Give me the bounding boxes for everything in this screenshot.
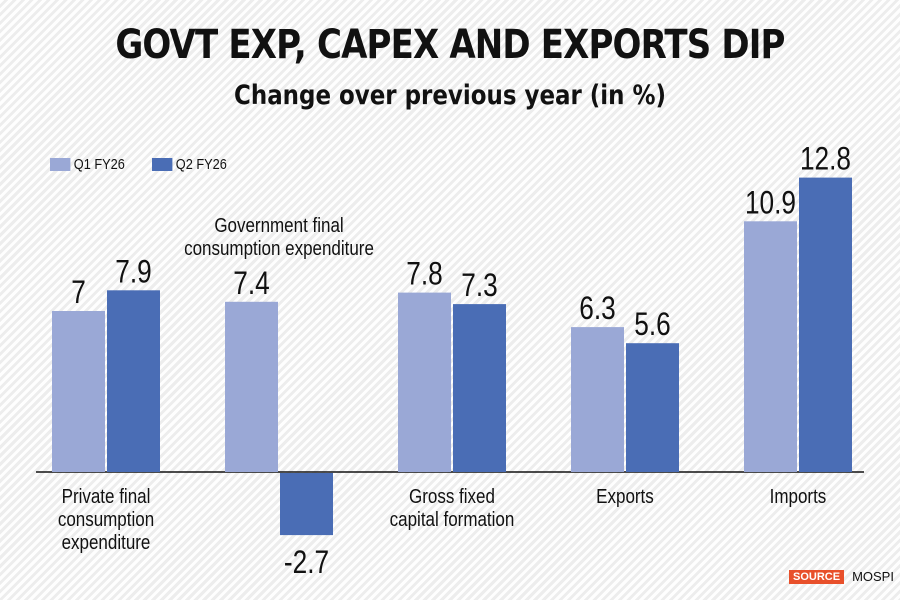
source-credit: SOURCE MOSPI [789, 569, 894, 584]
data-label: -2.7 [284, 546, 329, 581]
category-label: Private final [62, 485, 151, 508]
data-label: 7 [71, 276, 86, 311]
category-label: Imports [770, 485, 827, 508]
chart-title: GOVT EXP, CAPEX AND EXPORTS DIP [115, 22, 785, 68]
bar-q2-fy26-2 [453, 304, 506, 472]
chart-subtitle: Change over previous year (in %) [234, 80, 666, 111]
legend-label-q2: Q2 FY26 [175, 156, 227, 173]
data-label: 7.4 [233, 266, 269, 301]
bar-q2-fy26-1 [280, 473, 333, 536]
category-label: expenditure [62, 531, 151, 554]
bar-q2-fy26-3 [626, 343, 679, 472]
legend: Q1 FY26 Q2 FY26 [50, 156, 240, 173]
source-text: MOSPI [852, 569, 894, 584]
category-label: consumption expenditure [184, 237, 374, 260]
data-label: 10.9 [745, 186, 796, 221]
legend-swatch-q2 [152, 158, 173, 171]
legend-item-q1: Q1 FY26 [50, 156, 125, 173]
bar-q2-fy26-0 [107, 290, 160, 472]
data-label: 7.9 [115, 255, 151, 290]
data-label: 7.8 [406, 257, 442, 292]
source-badge: SOURCE [789, 569, 845, 584]
legend-item-q2: Q2 FY26 [152, 156, 227, 173]
category-label: Exports [596, 485, 654, 508]
bar-q2-fy26-4 [799, 177, 852, 472]
bar-q1-fy26-4 [744, 221, 797, 472]
data-label: 7.3 [461, 269, 497, 304]
category-label: Gross fixed [409, 485, 495, 508]
category-label: consumption [58, 508, 154, 531]
category-label: capital formation [390, 508, 515, 531]
data-label: 12.8 [800, 142, 851, 177]
legend-swatch-q1 [50, 158, 71, 171]
bar-q1-fy26-3 [571, 327, 624, 472]
bar-q1-fy26-1 [225, 301, 278, 472]
legend-label-q1: Q1 FY26 [73, 156, 125, 173]
bar-q1-fy26-0 [52, 311, 105, 472]
category-label: Government final [214, 214, 343, 237]
data-label: 6.3 [579, 292, 615, 327]
bar-q1-fy26-2 [398, 292, 451, 472]
data-label: 5.6 [634, 308, 670, 343]
